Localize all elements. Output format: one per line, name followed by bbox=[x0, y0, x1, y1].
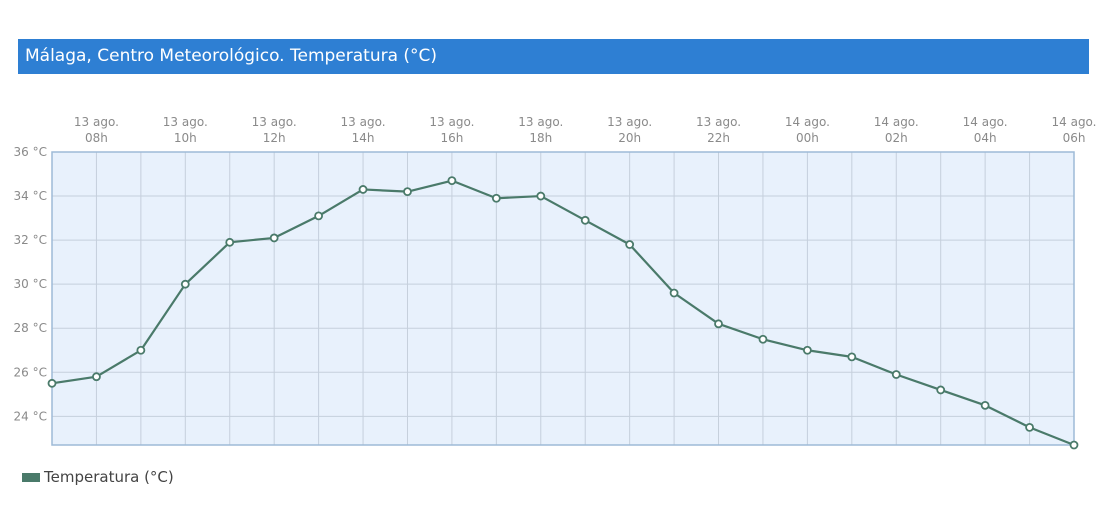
x-tick-label-date: 14 ago. bbox=[1052, 115, 1097, 129]
plot-area bbox=[52, 152, 1074, 445]
data-point bbox=[47, 378, 57, 388]
plot-frame bbox=[51, 151, 1075, 446]
x-tick-label-hour: 20h bbox=[618, 131, 641, 145]
x-tick-label-hour: 16h bbox=[440, 131, 463, 145]
data-point bbox=[403, 187, 412, 197]
y-tick-label: 34 °C bbox=[14, 189, 47, 203]
y-tick-label: 32 °C bbox=[14, 233, 47, 247]
legend-swatch bbox=[22, 472, 40, 482]
x-tick-label-date: 13 ago. bbox=[429, 115, 474, 129]
x-tick-label-date: 13 ago. bbox=[252, 115, 297, 129]
data-point bbox=[447, 176, 457, 186]
data-point bbox=[136, 345, 146, 355]
x-tick-label-date: 13 ago. bbox=[341, 115, 386, 129]
data-point bbox=[491, 193, 501, 203]
x-tick-label-date: 13 ago. bbox=[163, 115, 208, 129]
x-tick-label-hour: 22h bbox=[707, 131, 730, 145]
data-point bbox=[1025, 422, 1034, 432]
y-tick-label: 36 °C bbox=[14, 145, 47, 159]
legend[interactable]: Temperatura (°C) bbox=[22, 466, 174, 488]
x-tick-label-date: 13 ago. bbox=[696, 115, 741, 129]
x-tick-label-date: 14 ago. bbox=[963, 115, 1008, 129]
x-tick-label-hour: 00h bbox=[796, 131, 819, 145]
x-tick-label-hour: 12h bbox=[263, 131, 286, 145]
x-tick-label-date: 13 ago. bbox=[518, 115, 563, 129]
data-point bbox=[358, 185, 368, 194]
data-point bbox=[936, 385, 946, 395]
y-tick-label: 26 °C bbox=[14, 365, 47, 379]
x-tick-label-hour: 04h bbox=[974, 131, 997, 145]
data-point bbox=[180, 279, 190, 289]
x-tick-label-date: 14 ago. bbox=[874, 115, 919, 129]
data-point bbox=[1069, 440, 1079, 450]
y-tick-label: 28 °C bbox=[14, 321, 47, 335]
data-point bbox=[536, 191, 546, 201]
data-point bbox=[625, 240, 635, 249]
x-tick-label-date: 13 ago. bbox=[74, 115, 119, 129]
x-tick-label-hour: 02h bbox=[885, 131, 908, 145]
x-tick-label-hour: 06h bbox=[1063, 131, 1086, 145]
y-tick-label: 24 °C bbox=[14, 409, 47, 423]
data-point bbox=[891, 370, 901, 379]
x-tick-label-hour: 10h bbox=[174, 131, 197, 145]
legend-label: Temperatura (°C) bbox=[44, 468, 174, 486]
data-point bbox=[847, 352, 857, 362]
series-line-temperatura bbox=[51, 179, 1075, 447]
x-tick-label-hour: 18h bbox=[529, 131, 552, 145]
data-point bbox=[225, 237, 235, 247]
x-tick-label-date: 14 ago. bbox=[785, 115, 830, 129]
data-point bbox=[669, 288, 679, 298]
data-point bbox=[980, 400, 990, 410]
x-tick-label-hour: 14h bbox=[352, 131, 375, 145]
data-point bbox=[580, 215, 590, 225]
data-point bbox=[758, 334, 768, 344]
data-point bbox=[314, 211, 324, 221]
data-point bbox=[269, 233, 279, 243]
y-tick-label: 30 °C bbox=[14, 277, 47, 291]
x-tick-label-hour: 08h bbox=[85, 131, 108, 145]
x-tick-label-date: 13 ago. bbox=[607, 115, 652, 129]
chart-title: Málaga, Centro Meteorológico. Temperatur… bbox=[18, 39, 1089, 74]
data-point bbox=[714, 319, 723, 329]
data-point bbox=[802, 345, 812, 355]
data-point bbox=[92, 372, 101, 382]
